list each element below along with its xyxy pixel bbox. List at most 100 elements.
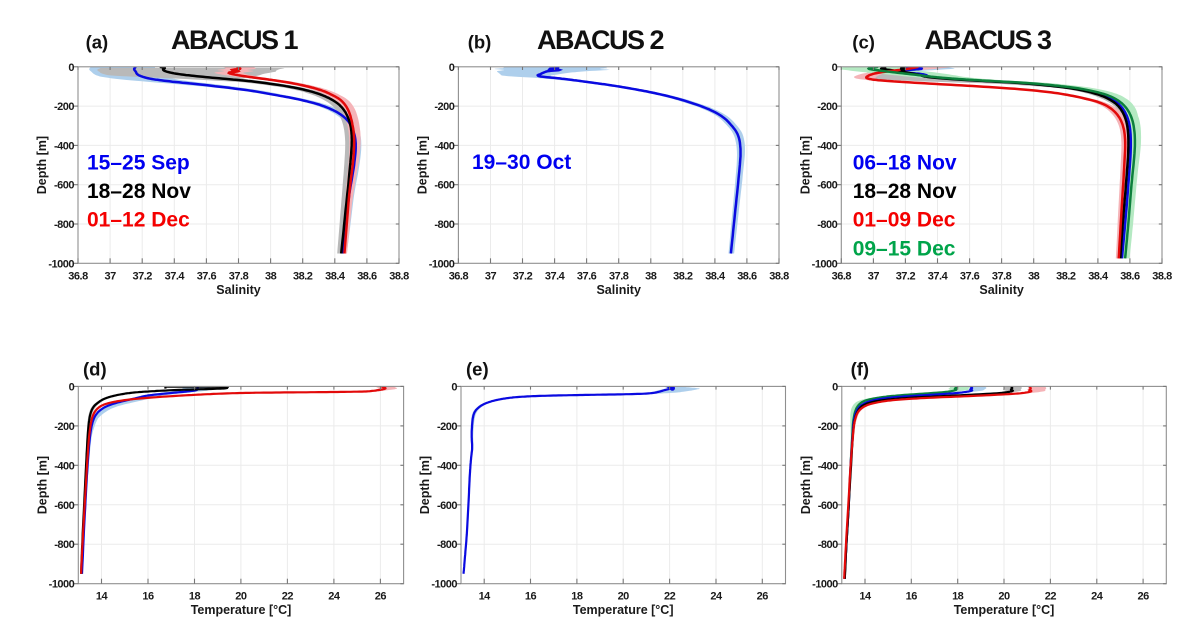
svg-text:Temperature [°C]: Temperature [°C] <box>191 603 292 617</box>
svg-text:37.6: 37.6 <box>960 270 980 282</box>
svg-text:0: 0 <box>68 62 74 74</box>
svg-text:0: 0 <box>832 62 838 74</box>
svg-text:09–15 Dec: 09–15 Dec <box>853 238 956 261</box>
svg-text:Depth [m]: Depth [m] <box>418 456 432 514</box>
svg-text:(f): (f) <box>851 359 869 380</box>
svg-text:-1000: -1000 <box>812 258 838 270</box>
svg-text:-1000: -1000 <box>429 258 455 270</box>
svg-text:26: 26 <box>757 591 769 603</box>
svg-text:Salinity: Salinity <box>216 283 261 297</box>
svg-text:20: 20 <box>235 591 247 603</box>
svg-text:38: 38 <box>1028 270 1040 282</box>
svg-text:37.4: 37.4 <box>545 270 566 282</box>
svg-text:38.4: 38.4 <box>325 270 346 282</box>
svg-text:(a): (a) <box>86 32 109 53</box>
svg-text:38.2: 38.2 <box>293 270 313 282</box>
svg-text:-600: -600 <box>434 180 454 192</box>
svg-text:-200: -200 <box>817 101 837 113</box>
svg-text:37: 37 <box>868 270 880 282</box>
svg-text:37: 37 <box>485 270 497 282</box>
svg-text:18: 18 <box>952 591 964 603</box>
svg-text:Temperature [°C]: Temperature [°C] <box>954 603 1055 617</box>
svg-text:-200: -200 <box>54 101 74 113</box>
svg-text:38: 38 <box>265 270 277 282</box>
svg-text:(c): (c) <box>852 32 875 53</box>
svg-text:37.2: 37.2 <box>132 270 152 282</box>
svg-text:38.8: 38.8 <box>1152 270 1172 282</box>
svg-text:0: 0 <box>451 381 457 393</box>
svg-text:-800: -800 <box>434 219 454 231</box>
svg-text:01–09 Dec: 01–09 Dec <box>853 209 956 232</box>
svg-text:38.6: 38.6 <box>1120 270 1140 282</box>
svg-text:37.8: 37.8 <box>992 270 1012 282</box>
svg-text:(e): (e) <box>466 359 489 380</box>
svg-text:15–25 Sep: 15–25 Sep <box>87 151 190 174</box>
svg-text:16: 16 <box>525 591 537 603</box>
svg-text:ABACUS 1: ABACUS 1 <box>171 25 299 55</box>
svg-text:ABACUS 2: ABACUS 2 <box>537 25 664 55</box>
svg-text:(b): (b) <box>468 32 492 53</box>
svg-text:38.2: 38.2 <box>673 270 693 282</box>
svg-text:18–28 Nov: 18–28 Nov <box>87 180 191 203</box>
svg-text:01–12 Dec: 01–12 Dec <box>87 208 190 231</box>
svg-text:Depth [m]: Depth [m] <box>799 456 813 514</box>
svg-text:-400: -400 <box>437 460 457 472</box>
svg-text:-800: -800 <box>817 219 837 231</box>
svg-text:-600: -600 <box>818 500 838 512</box>
svg-text:ABACUS 3: ABACUS 3 <box>924 25 1052 55</box>
svg-text:-200: -200 <box>434 101 454 113</box>
svg-text:-400: -400 <box>54 140 74 152</box>
svg-text:06–18 Nov: 06–18 Nov <box>853 152 957 175</box>
svg-text:-600: -600 <box>437 500 457 512</box>
svg-text:Temperature [°C]: Temperature [°C] <box>573 603 674 617</box>
svg-text:36.8: 36.8 <box>68 270 88 282</box>
svg-text:19–30 Oct: 19–30 Oct <box>472 151 571 174</box>
svg-text:-200: -200 <box>437 421 457 433</box>
svg-text:18: 18 <box>189 591 201 603</box>
svg-text:Depth [m]: Depth [m] <box>798 136 812 194</box>
svg-text:24: 24 <box>1091 591 1104 603</box>
svg-text:-200: -200 <box>54 421 74 433</box>
svg-text:-1000: -1000 <box>49 579 75 591</box>
svg-text:-400: -400 <box>434 140 454 152</box>
svg-text:0: 0 <box>449 62 455 74</box>
svg-text:Depth [m]: Depth [m] <box>35 456 49 514</box>
svg-text:-600: -600 <box>817 180 837 192</box>
svg-text:38.6: 38.6 <box>737 270 757 282</box>
svg-text:Salinity: Salinity <box>596 283 641 297</box>
svg-text:38.2: 38.2 <box>1056 270 1076 282</box>
svg-text:36.8: 36.8 <box>832 270 852 282</box>
svg-text:37.6: 37.6 <box>577 270 597 282</box>
svg-text:22: 22 <box>1045 591 1057 603</box>
svg-text:Depth [m]: Depth [m] <box>35 136 49 194</box>
svg-text:37.8: 37.8 <box>609 270 629 282</box>
svg-text:38: 38 <box>645 270 657 282</box>
svg-text:37.2: 37.2 <box>896 270 916 282</box>
svg-text:14: 14 <box>479 591 492 603</box>
svg-text:38.8: 38.8 <box>389 270 409 282</box>
svg-text:-1000: -1000 <box>48 258 74 270</box>
svg-text:37.4: 37.4 <box>928 270 949 282</box>
svg-text:Salinity: Salinity <box>979 283 1024 297</box>
svg-text:22: 22 <box>282 591 294 603</box>
svg-text:20: 20 <box>618 591 630 603</box>
svg-text:-400: -400 <box>817 140 837 152</box>
svg-text:(d): (d) <box>83 359 107 380</box>
svg-text:37.8: 37.8 <box>229 270 249 282</box>
svg-text:26: 26 <box>375 591 387 603</box>
svg-text:-600: -600 <box>54 180 74 192</box>
svg-text:-1000: -1000 <box>431 579 457 591</box>
svg-text:16: 16 <box>142 591 154 603</box>
svg-text:37.4: 37.4 <box>165 270 186 282</box>
svg-text:37: 37 <box>104 270 116 282</box>
svg-text:0: 0 <box>832 381 838 393</box>
svg-text:-600: -600 <box>54 500 74 512</box>
svg-text:-800: -800 <box>818 539 838 551</box>
svg-text:16: 16 <box>906 591 918 603</box>
svg-text:-800: -800 <box>54 539 74 551</box>
svg-text:20: 20 <box>998 591 1010 603</box>
svg-text:36.8: 36.8 <box>449 270 469 282</box>
svg-text:38.4: 38.4 <box>705 270 726 282</box>
svg-text:-800: -800 <box>437 539 457 551</box>
svg-text:37.2: 37.2 <box>513 270 533 282</box>
